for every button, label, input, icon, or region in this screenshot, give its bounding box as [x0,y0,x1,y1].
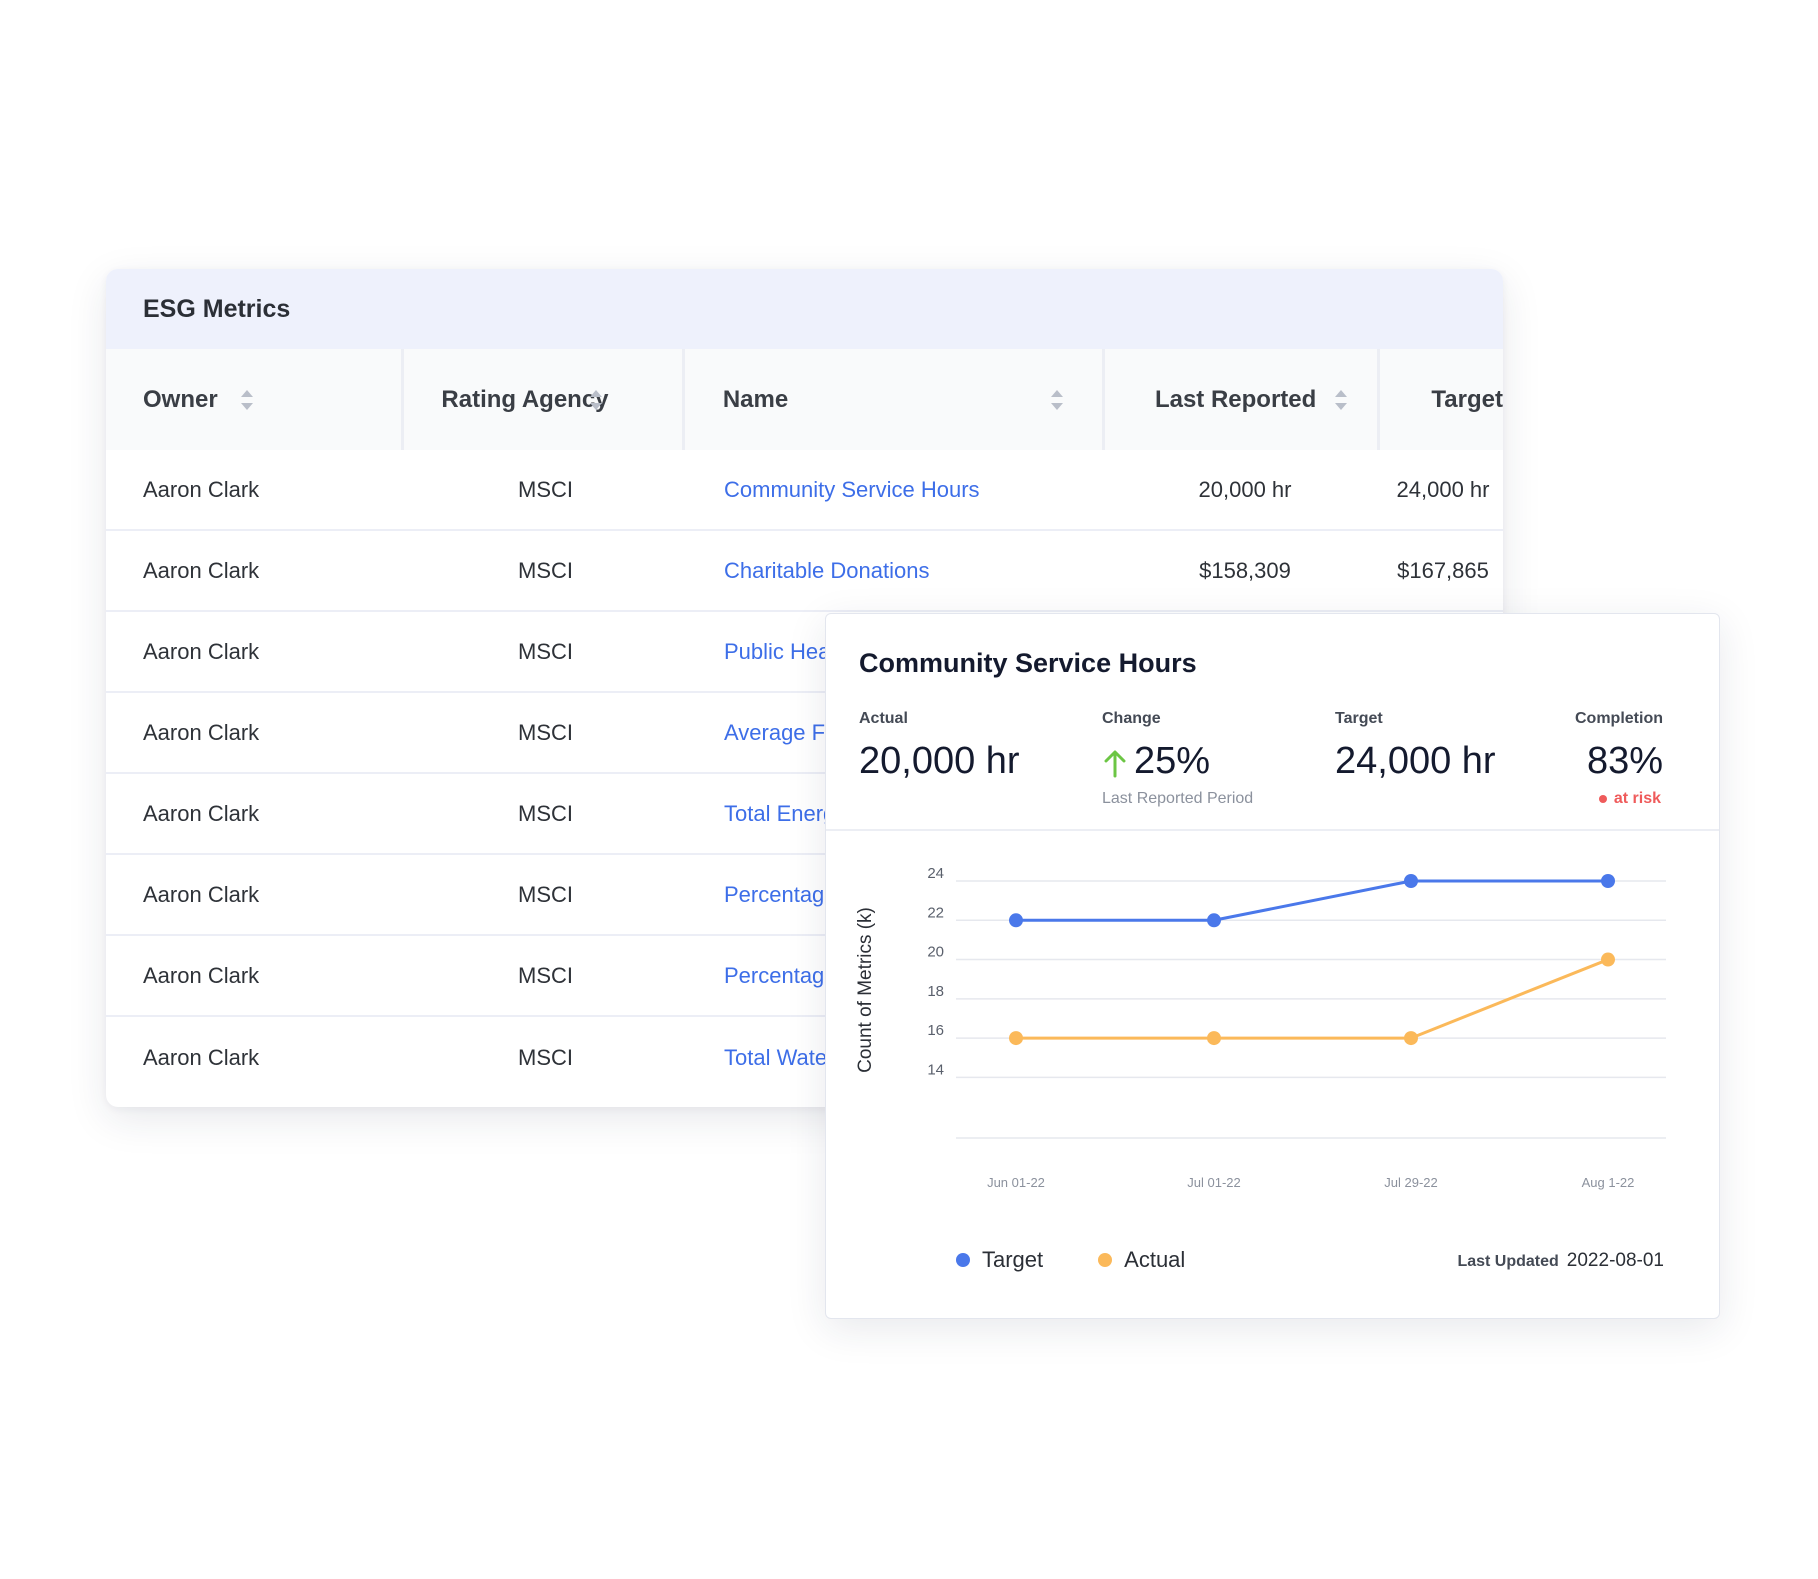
owner-cell: Aaron Clark [143,881,260,907]
data-point-target [1601,874,1615,888]
agency-cell: MSCI [518,638,573,664]
column-header-owner[interactable]: Owner [106,349,405,450]
data-point-actual [1207,1031,1221,1046]
target-cell: 24,000 hr [1396,476,1490,502]
legend-item-target[interactable]: Target [956,1247,1043,1273]
change-label: Change [1102,710,1161,727]
table-header-row: Owner Rating Agency Name Last Reported T… [106,349,1503,450]
series-line-actual [1016,958,1609,1040]
column-header-label: Owner [143,385,218,413]
target-label: Target [1335,710,1383,727]
column-header-rating-agency[interactable]: Rating Agency [404,349,685,450]
legend-dot-icon [956,1253,970,1267]
change-subtext: Last Reported Period [1102,790,1254,807]
owner-cell: Aaron Clark [143,719,260,745]
legend-item-actual[interactable]: Actual [1098,1247,1185,1273]
y-tick-label: 16 [927,1022,944,1039]
completion-value: 83% [1586,740,1663,782]
change-value: 25% [1134,740,1211,782]
y-tick-label: 24 [927,865,944,882]
y-axis-label: Count of Metrics (k) [855,907,876,1073]
target-cell: $167,865 [1397,557,1489,583]
sort-icon[interactable] [1050,389,1063,410]
x-tick-label: Aug 1-22 [1582,1175,1635,1190]
risk-dot-icon [1598,794,1607,803]
last-reported-cell: $158,309 [1199,557,1291,583]
actual-label: Actual [859,710,908,727]
chart-legend: Target Actual [956,1247,1240,1273]
y-tick-label: 18 [927,983,944,1000]
agency-cell: MSCI [518,800,573,826]
agency-cell: MSCI [518,881,573,907]
actual-value: 20,000 hr [859,740,1020,782]
agency-cell: MSCI [518,476,573,502]
agency-cell: MSCI [518,1044,573,1070]
owner-cell: Aaron Clark [143,962,260,988]
table-row[interactable]: Aaron Clark MSCI Community Service Hours… [106,450,1503,531]
metric-detail-card: Community Service Hours Actual 20,000 hr… [825,613,1720,1319]
status-badge: at risk [1598,790,1661,808]
column-header-name[interactable]: Name [685,349,1105,450]
arrow-up-icon [1104,750,1126,778]
x-tick-label: Jul 01-22 [1187,1175,1240,1190]
series-line-target [1016,879,1608,922]
last-updated: Last Updated 2022-08-01 [1457,1250,1664,1272]
table-row[interactable]: Aaron Clark MSCI Charitable Donations $1… [106,531,1503,612]
legend-label: Target [982,1247,1044,1272]
data-point-target [1009,913,1023,928]
column-header-label: Name [722,385,789,413]
column-header-last-reported[interactable]: Last Reported [1105,349,1381,450]
owner-cell: Aaron Clark [143,476,260,502]
column-header-target[interactable]: Target [1380,349,1503,450]
divider [826,829,1719,831]
agency-cell: MSCI [518,719,573,745]
x-tick-label: Jun 01-22 [987,1175,1045,1190]
data-point-actual [1009,1031,1023,1046]
owner-cell: Aaron Clark [143,800,260,826]
agency-cell: MSCI [518,962,573,988]
last-reported-cell: 20,000 hr [1198,476,1292,502]
table-title: ESG Metrics [143,294,291,323]
y-tick-label: 22 [927,904,944,921]
y-tick-label: 20 [927,944,944,961]
data-point-actual [1601,952,1615,967]
line-chart: 14 16 18 20 22 24 Jun 01-22 Jul 01-22 Jul 29-22 A… [855,865,1666,1190]
table-card-header: ESG Metrics [106,269,1503,349]
column-header-label: Target [1431,385,1503,413]
metric-name-link[interactable]: Charitable Donations [724,557,930,583]
data-point-target [1404,874,1418,888]
change-value-group: 25% [1102,740,1210,783]
y-tick-label: 14 [927,1061,944,1078]
owner-cell: Aaron Clark [143,557,260,583]
owner-cell: Aaron Clark [143,1044,260,1070]
completion-label: Completion [1575,710,1663,727]
metric-name-link[interactable]: Community Service Hours [724,476,980,502]
sort-icon[interactable] [1334,389,1347,410]
legend-label: Actual [1124,1247,1186,1272]
agency-cell: MSCI [518,557,573,583]
column-header-label: Rating Agency [441,385,609,413]
x-tick-label: Jul 29-22 [1384,1175,1437,1190]
last-updated-value: 2022-08-01 [1566,1250,1664,1271]
data-point-actual [1404,1031,1418,1046]
data-point-target [1207,913,1221,928]
detail-title: Community Service Hours [859,648,1197,678]
column-header-label: Last Reported [1154,385,1317,413]
legend-dot-icon [1098,1253,1113,1267]
sort-icon[interactable] [590,389,603,410]
last-updated-label: Last Updated [1457,1253,1559,1270]
target-value: 24,000 hr [1335,740,1496,782]
owner-cell: Aaron Clark [143,638,260,664]
sort-icon[interactable] [241,389,253,410]
status-text: at risk [1613,790,1661,807]
